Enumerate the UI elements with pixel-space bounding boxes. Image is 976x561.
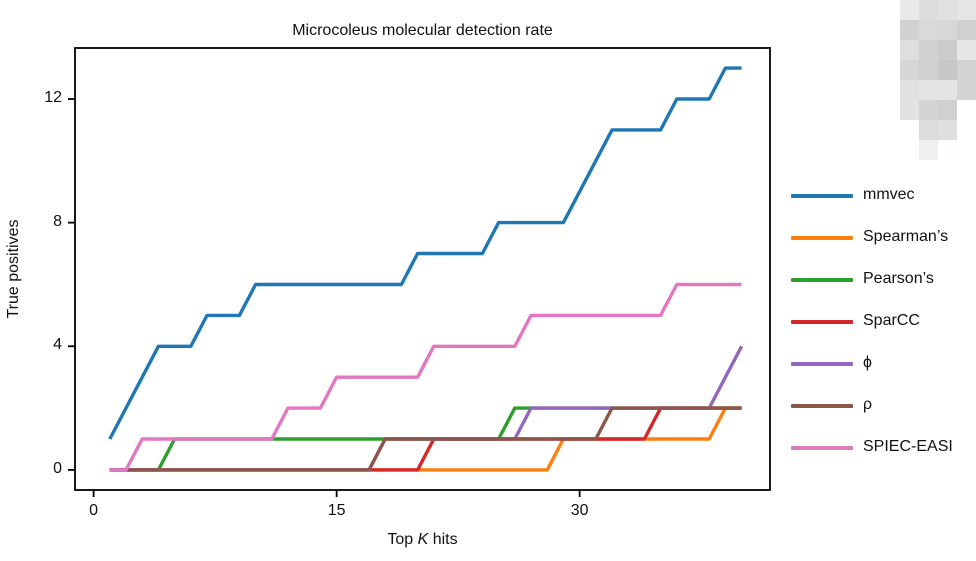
legend-swatch-ρ xyxy=(791,404,853,408)
mosaic-cell xyxy=(938,40,957,60)
mosaic-cell xyxy=(957,80,976,100)
mosaic-cell xyxy=(919,80,938,100)
legend-swatch-SparCC xyxy=(791,320,853,324)
mosaic-cell xyxy=(900,20,919,40)
mosaic-cell xyxy=(919,0,938,20)
mosaic-cell xyxy=(919,60,938,80)
legend-swatch-ϕ xyxy=(791,362,853,366)
mosaic-cell xyxy=(957,40,976,60)
legend-label: mmvec xyxy=(863,186,915,203)
mosaic-cell xyxy=(938,80,957,100)
y-tick-label: 8 xyxy=(53,212,62,230)
mosaic-cell xyxy=(900,80,919,100)
mosaic-cell xyxy=(957,60,976,80)
y-axis-label: True positives xyxy=(5,219,22,319)
legend-label: SparCC xyxy=(863,312,920,329)
x-axis-label: Top K hits xyxy=(75,531,770,549)
legend-label: Spearman’s xyxy=(863,228,949,245)
mosaic-cell xyxy=(957,20,976,40)
series-line-ρ xyxy=(109,406,742,472)
legend-label: ρ xyxy=(863,396,873,413)
mosaic-cell xyxy=(900,60,919,80)
x-axis-label-prefix: Top xyxy=(387,531,418,548)
mosaic-cell xyxy=(900,40,919,60)
mosaic-cell xyxy=(938,120,957,140)
x-axis-label-variable: K xyxy=(417,531,429,548)
mosaic-cell xyxy=(919,100,938,120)
x-tick-label: 30 xyxy=(570,502,589,519)
legend-swatch-SPIEC-EASI xyxy=(791,446,853,450)
mosaic-cell xyxy=(957,0,976,20)
mosaic-cell xyxy=(938,140,957,160)
series-line-mmvec xyxy=(108,66,742,440)
chart-title: Microcoleus molecular detection rate xyxy=(292,22,553,39)
mosaic-cell xyxy=(919,20,938,40)
mosaic-cell xyxy=(919,120,938,140)
legend-swatch-Pearson’s xyxy=(791,278,853,282)
y-tick-label: 0 xyxy=(53,459,62,477)
mosaic-cell xyxy=(919,140,938,160)
mosaic-cell xyxy=(938,100,957,120)
legend-label: ϕ xyxy=(863,354,872,371)
legend-label: Pearson’s xyxy=(863,270,934,287)
mosaic-cell xyxy=(900,100,919,120)
x-tick-label: 15 xyxy=(327,502,346,519)
series-line-SPIEC-EASI xyxy=(109,282,742,472)
y-tick-label: 4 xyxy=(53,336,62,354)
mosaic-cell xyxy=(938,60,957,80)
y-tick-label: 12 xyxy=(44,89,62,106)
mosaic-cell xyxy=(938,0,957,20)
x-axis-label-suffix: hits xyxy=(428,531,458,548)
mosaic-cell xyxy=(900,0,919,20)
mosaic-cell xyxy=(938,20,957,40)
x-tick-label: 0 xyxy=(89,502,99,519)
legend-swatch-Spearman’s xyxy=(791,236,853,240)
legend-swatch-mmvec xyxy=(791,194,853,198)
legend-label: SPIEC-EASI xyxy=(863,438,953,455)
mosaic-cell xyxy=(919,40,938,60)
axes-box xyxy=(74,47,771,491)
